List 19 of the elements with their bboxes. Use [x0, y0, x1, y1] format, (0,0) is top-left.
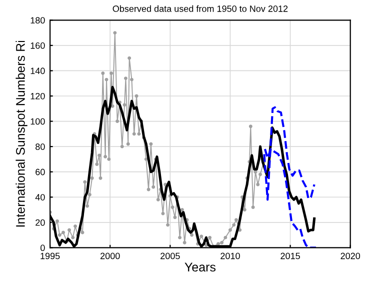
- x-tick-label: 2000: [100, 252, 120, 260]
- y-tick-label: 20: [36, 219, 45, 226]
- y-tick-label: 80: [36, 144, 45, 150]
- x-tick-label: 1995: [40, 252, 60, 260]
- x-tick-label: 2010: [220, 252, 240, 260]
- y-tick-label: 140: [30, 68, 45, 74]
- x-axis-title: Years: [184, 262, 216, 272]
- chart-title: Observed data used from 1950 to Nov 2012: [112, 5, 288, 12]
- y-tick-label: 0: [40, 244, 45, 252]
- y-tick-label: 60: [36, 168, 45, 176]
- y-tick-label: 180: [30, 17, 45, 24]
- y-tick-label: 100: [30, 118, 45, 125]
- y-tick-label: 40: [35, 194, 45, 200]
- y-tick-label: 160: [30, 42, 45, 49]
- x-tick-label: 2005: [160, 252, 180, 260]
- y-axis-title: International Sunspot Numbers Ri: [16, 40, 28, 227]
- x-tick-label: 2020: [340, 252, 360, 260]
- x-tick-label: 2015: [280, 252, 300, 260]
- y-tick-label: 120: [30, 92, 45, 100]
